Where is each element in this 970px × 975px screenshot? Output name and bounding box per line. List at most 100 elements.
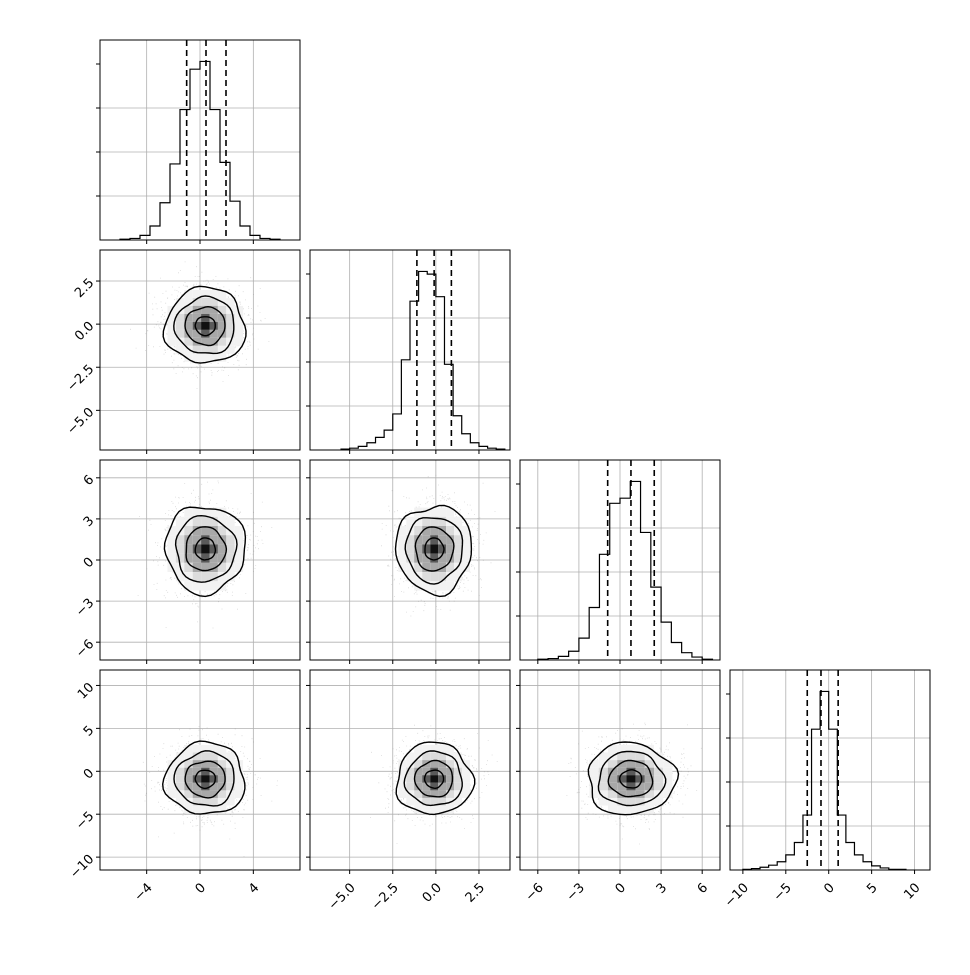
contour-3-2-2	[597, 750, 667, 807]
density-cell	[192, 516, 202, 526]
density-cell	[414, 752, 423, 761]
density-cell	[234, 544, 244, 554]
density-cell	[598, 760, 608, 768]
contour-3-1-3	[395, 741, 476, 816]
density-cell	[175, 298, 185, 306]
density-cell	[175, 305, 185, 314]
density-cell	[607, 805, 618, 814]
density-cell	[201, 507, 210, 517]
density-cell	[414, 562, 423, 572]
xtick-label-col2: 0	[613, 880, 629, 896]
density-cell	[217, 290, 227, 298]
density-cell	[209, 544, 218, 554]
density-cell	[184, 313, 193, 322]
density-cell	[209, 553, 218, 563]
contour-3-2-0	[618, 769, 643, 789]
density-cell	[654, 775, 664, 783]
density-cell	[184, 790, 193, 798]
density-cell	[209, 572, 218, 582]
ytick-label-row3: 10	[75, 680, 97, 702]
histogram-3	[742, 690, 907, 870]
density-cell	[430, 760, 439, 768]
density-cell	[626, 782, 636, 791]
density-cell	[654, 782, 664, 791]
density-cell	[234, 782, 244, 791]
density-cell	[617, 782, 627, 791]
density-cell	[462, 775, 470, 783]
density-cell	[406, 752, 415, 761]
density-cell	[446, 535, 455, 545]
contour-2-1-2	[404, 517, 464, 585]
density-cell	[192, 744, 202, 753]
density-cell	[167, 775, 176, 783]
density-cell	[414, 760, 423, 768]
density-cell	[617, 744, 627, 753]
pair-panel-2-0	[96, 459, 301, 664]
density-cell	[663, 760, 673, 768]
density-cell	[201, 298, 210, 306]
density-cell	[192, 553, 202, 563]
xtick-label-col3: 5	[864, 880, 880, 896]
density-cell	[234, 313, 244, 322]
hist-panel-1	[306, 249, 511, 451]
density-cell	[422, 562, 431, 572]
density-cell	[406, 760, 415, 768]
density-cell	[201, 353, 210, 362]
density-cell	[422, 526, 431, 536]
pair-panel-2-1	[306, 459, 511, 664]
density-cell	[184, 572, 193, 582]
contour-1-0-3	[162, 285, 247, 364]
density-cell	[446, 562, 455, 572]
density-cell	[635, 805, 645, 814]
density-cell	[430, 553, 439, 563]
density-cell	[209, 305, 218, 314]
ytick-label-row1: 0.0	[72, 319, 97, 344]
density-cell	[438, 553, 447, 563]
density-cell	[234, 535, 244, 545]
density-cell	[184, 553, 193, 563]
density-cell	[217, 544, 227, 554]
hist-panel-2	[516, 459, 721, 661]
density-cell	[201, 562, 210, 572]
pair-panel-1-0	[96, 249, 301, 454]
density-cell	[217, 805, 227, 814]
pair-content-3-2	[520, 670, 720, 870]
density-cell	[414, 775, 423, 783]
density-cell	[209, 752, 218, 761]
density-cell	[226, 553, 235, 563]
density-cell	[226, 345, 235, 354]
density-cell	[217, 553, 227, 563]
pair-panel-3-2	[516, 669, 721, 874]
density-cell	[234, 305, 244, 314]
ytick-label-row3: −10	[67, 852, 97, 882]
density-cell	[589, 782, 599, 791]
density-cell	[607, 790, 618, 798]
density-cell	[635, 790, 645, 798]
density-cell	[201, 313, 210, 322]
density-cell	[175, 313, 185, 322]
density-cell	[589, 790, 599, 798]
density-cell	[617, 767, 627, 776]
density-cell	[209, 353, 218, 362]
density-cell	[201, 752, 210, 761]
density-cell	[226, 572, 235, 582]
density-cell	[626, 767, 636, 776]
density-cell	[192, 526, 202, 536]
contour-3-1-0	[423, 769, 445, 790]
density-cell	[184, 562, 193, 572]
density-cell	[192, 767, 202, 776]
ytick-label-row3: −5	[73, 809, 97, 833]
contour-3-2-3	[587, 741, 680, 816]
density-cell	[454, 572, 463, 582]
density-cell	[167, 329, 176, 338]
density-cell	[406, 767, 415, 776]
density-cell	[430, 516, 439, 526]
pair-frame-3-1	[309, 669, 511, 871]
density-cell	[454, 544, 463, 554]
density-cell	[462, 790, 470, 798]
density-cell	[209, 290, 218, 298]
density-cell	[209, 526, 218, 536]
density-cell	[201, 744, 210, 753]
density-cell	[414, 581, 423, 591]
ytick-label-row2: −6	[73, 637, 97, 661]
